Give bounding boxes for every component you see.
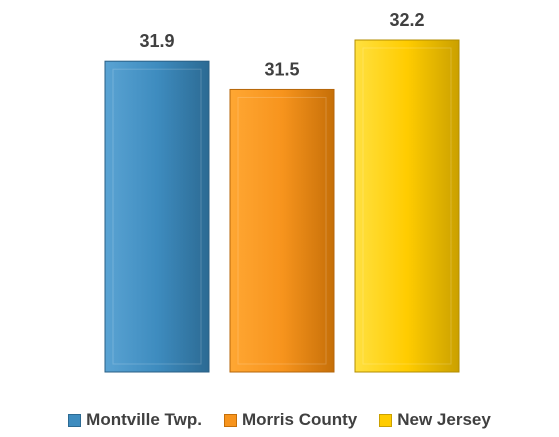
legend-item-montville: Montville Twp. xyxy=(68,410,202,430)
legend: Montville Twp. Morris County New Jersey xyxy=(0,410,559,430)
legend-swatch-icon xyxy=(68,413,82,427)
legend-item-new-jersey: New Jersey xyxy=(379,410,491,430)
bar-montville xyxy=(104,60,210,373)
bar-chart: 31.9 31.5 32.2 xyxy=(104,10,460,373)
data-label: 31.9 xyxy=(139,31,174,51)
bar-bevel xyxy=(112,68,202,365)
legend-swatch-icon xyxy=(224,413,238,427)
data-label: 31.5 xyxy=(264,59,299,79)
data-label: 32.2 xyxy=(389,10,424,30)
legend-swatch-icon xyxy=(379,413,393,427)
bar-bevel xyxy=(237,96,327,365)
bar-morris-county xyxy=(229,88,335,373)
legend-label: New Jersey xyxy=(397,410,491,429)
bar-bevel xyxy=(362,47,452,365)
bar-new-jersey xyxy=(354,39,460,373)
legend-label: Montville Twp. xyxy=(86,410,203,429)
legend-item-morris-county: Morris County xyxy=(224,410,357,430)
legend-label: Morris County xyxy=(242,410,358,429)
